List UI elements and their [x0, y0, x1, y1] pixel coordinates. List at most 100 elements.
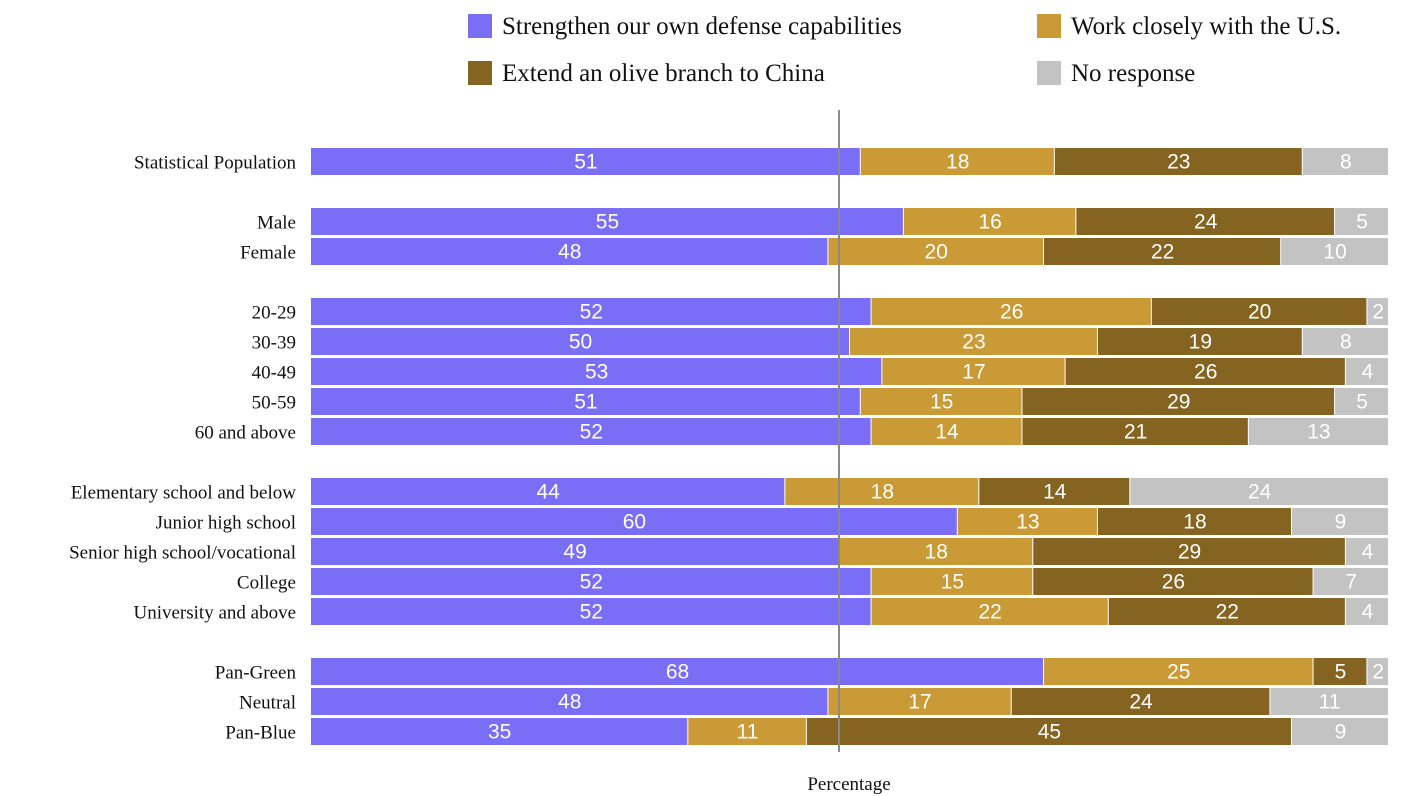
value-label-extend-an-olive-branch-to-china-neutral: 24 — [1129, 691, 1153, 714]
bar-extend-an-olive-branch-to-china-40-49 — [1065, 358, 1345, 385]
value-label-strengthen-our-own-defense-capabilities-male: 55 — [596, 211, 619, 234]
bar-strengthen-our-own-defense-capabilities-junior-high-school — [311, 508, 957, 535]
value-label-work-closely-with-the-u-s-university-and-above: 22 — [978, 601, 1001, 624]
value-label-no-response-junior-high-school: 9 — [1335, 511, 1347, 534]
bar-no-response-pan-green — [1367, 658, 1388, 685]
row-label-50-59: 50-59 — [252, 393, 296, 414]
bar-work-closely-with-the-u-s-junior-high-school — [957, 508, 1097, 535]
bar-extend-an-olive-branch-to-china-female — [1044, 238, 1281, 265]
row-label-20-29: 20-29 — [252, 303, 296, 324]
value-label-no-response-elementary-school-and-below: 24 — [1248, 481, 1272, 504]
legend-swatch-work-closely-with-the-u-s — [1037, 14, 1061, 38]
bar-extend-an-olive-branch-to-china-60-and-above — [1022, 418, 1248, 445]
value-label-work-closely-with-the-u-s-pan-blue: 11 — [737, 721, 759, 744]
bar-extend-an-olive-branch-to-china-pan-blue — [806, 718, 1291, 745]
row-labels: Statistical Population Male Female 20-29 30-… — [69, 153, 296, 744]
bar-work-closely-with-the-u-s-male — [903, 208, 1076, 235]
bar-no-response-college — [1313, 568, 1388, 595]
bar-no-response-60-and-above — [1248, 418, 1388, 445]
bar-work-closely-with-the-u-s-senior-high-school-vocational — [839, 538, 1033, 565]
bar-extend-an-olive-branch-to-china-senior-high-school-vocational — [1033, 538, 1345, 565]
bar-work-closely-with-the-u-s-female — [828, 238, 1044, 265]
legend-label-strengthen-our-own-defense-capabilities: Strengthen our own defense capabilities — [502, 13, 902, 40]
row-label-neutral: Neutral — [239, 693, 296, 714]
bar-extend-an-olive-branch-to-china-university-and-above — [1108, 598, 1345, 625]
value-label-strengthen-our-own-defense-capabilities-pan-blue: 35 — [488, 721, 511, 744]
value-label-work-closely-with-the-u-s-statistical-population: 18 — [946, 151, 969, 174]
row-label-elementary-school-and-below: Elementary school and below — [71, 483, 297, 504]
bar-no-response-30-39 — [1302, 328, 1388, 355]
bar-strengthen-our-own-defense-capabilities-20-29 — [311, 298, 871, 325]
bar-extend-an-olive-branch-to-china-50-59 — [1022, 388, 1335, 415]
bar-work-closely-with-the-u-s-30-39 — [850, 328, 1097, 355]
value-label-no-response-40-49: 4 — [1362, 361, 1374, 384]
row-label-university-and-above: University and above — [133, 603, 296, 624]
value-label-extend-an-olive-branch-to-china-junior-high-school: 18 — [1183, 511, 1206, 534]
value-label-extend-an-olive-branch-to-china-pan-blue: 45 — [1038, 721, 1061, 744]
bar-strengthen-our-own-defense-capabilities-pan-blue — [311, 718, 688, 745]
value-label-no-response-30-39: 8 — [1340, 331, 1352, 354]
row-label-pan-blue: Pan-Blue — [225, 723, 296, 744]
bar-strengthen-our-own-defense-capabilities-40-49 — [311, 358, 882, 385]
bar-strengthen-our-own-defense-capabilities-college — [311, 568, 871, 595]
value-label-strengthen-our-own-defense-capabilities-junior-high-school: 60 — [623, 511, 646, 534]
bar-work-closely-with-the-u-s-university-and-above — [871, 598, 1108, 625]
row-label-male: Male — [257, 213, 296, 234]
value-label-work-closely-with-the-u-s-elementary-school-and-below: 18 — [871, 481, 894, 504]
row-label-female: Female — [240, 243, 296, 264]
value-label-no-response-20-29: 2 — [1372, 301, 1384, 324]
value-label-strengthen-our-own-defense-capabilities-female: 48 — [558, 241, 581, 264]
x-axis-label: Percentage — [807, 774, 890, 795]
value-label-no-response-60-and-above: 13 — [1307, 421, 1330, 444]
row-label-senior-high-school-vocational: Senior high school/vocational — [69, 543, 296, 564]
value-label-work-closely-with-the-u-s-neutral: 17 — [908, 691, 931, 714]
bar-extend-an-olive-branch-to-china-male — [1076, 208, 1335, 235]
value-label-work-closely-with-the-u-s-junior-high-school: 13 — [1016, 511, 1039, 534]
legend-swatch-no-response — [1037, 61, 1061, 85]
value-label-work-closely-with-the-u-s-50-59: 15 — [930, 391, 953, 414]
value-label-strengthen-our-own-defense-capabilities-60-and-above: 52 — [580, 421, 603, 444]
bar-work-closely-with-the-u-s-50-59 — [860, 388, 1022, 415]
bar-extend-an-olive-branch-to-china-college — [1033, 568, 1313, 595]
bar-extend-an-olive-branch-to-china-pan-green — [1313, 658, 1367, 685]
value-label-no-response-college: 7 — [1345, 571, 1357, 594]
bar-work-closely-with-the-u-s-pan-blue — [688, 718, 806, 745]
bar-strengthen-our-own-defense-capabilities-50-59 — [311, 388, 860, 415]
value-label-work-closely-with-the-u-s-30-39: 23 — [962, 331, 985, 354]
legend: Strengthen our own defense capabilities W… — [468, 13, 1341, 87]
value-label-extend-an-olive-branch-to-china-female: 22 — [1151, 241, 1174, 264]
value-label-work-closely-with-the-u-s-40-49: 17 — [962, 361, 985, 384]
value-label-no-response-50-59: 5 — [1356, 391, 1368, 414]
value-label-work-closely-with-the-u-s-pan-green: 25 — [1167, 661, 1190, 684]
row-label-statistical-population: Statistical Population — [134, 153, 297, 174]
bar-no-response-female — [1281, 238, 1388, 265]
value-label-strengthen-our-own-defense-capabilities-20-29: 52 — [580, 301, 603, 324]
bar-no-response-male — [1335, 208, 1388, 235]
value-label-no-response-female: 10 — [1323, 241, 1346, 264]
legend-label-extend-an-olive-branch-to-china: Extend an olive branch to China — [502, 60, 825, 87]
value-label-extend-an-olive-branch-to-china-university-and-above: 22 — [1216, 601, 1239, 624]
value-label-strengthen-our-own-defense-capabilities-40-49: 53 — [585, 361, 608, 384]
bar-extend-an-olive-branch-to-china-20-29 — [1151, 298, 1367, 325]
bar-strengthen-our-own-defense-capabilities-female — [311, 238, 828, 265]
value-label-no-response-senior-high-school-vocational: 4 — [1362, 541, 1374, 564]
row-label-60-and-above: 60 and above — [195, 423, 296, 444]
value-label-no-response-pan-green: 2 — [1372, 661, 1384, 684]
value-label-extend-an-olive-branch-to-china-30-39: 19 — [1189, 331, 1212, 354]
bar-extend-an-olive-branch-to-china-neutral — [1011, 688, 1270, 715]
value-label-strengthen-our-own-defense-capabilities-elementary-school-and-below: 44 — [536, 481, 560, 504]
bar-strengthen-our-own-defense-capabilities-male — [311, 208, 903, 235]
bar-work-closely-with-the-u-s-pan-green — [1044, 658, 1313, 685]
value-label-strengthen-our-own-defense-capabilities-neutral: 48 — [558, 691, 581, 714]
value-label-no-response-pan-blue: 9 — [1335, 721, 1347, 744]
bar-extend-an-olive-branch-to-china-elementary-school-and-below — [979, 478, 1130, 505]
value-label-work-closely-with-the-u-s-male: 16 — [978, 211, 1001, 234]
value-label-work-closely-with-the-u-s-20-29: 26 — [1000, 301, 1023, 324]
row-label-college: College — [237, 573, 296, 594]
bar-no-response-senior-high-school-vocational — [1345, 538, 1388, 565]
bar-no-response-20-29 — [1367, 298, 1388, 325]
value-label-extend-an-olive-branch-to-china-50-59: 29 — [1167, 391, 1190, 414]
bar-strengthen-our-own-defense-capabilities-pan-green — [311, 658, 1044, 685]
bar-work-closely-with-the-u-s-60-and-above — [871, 418, 1022, 445]
